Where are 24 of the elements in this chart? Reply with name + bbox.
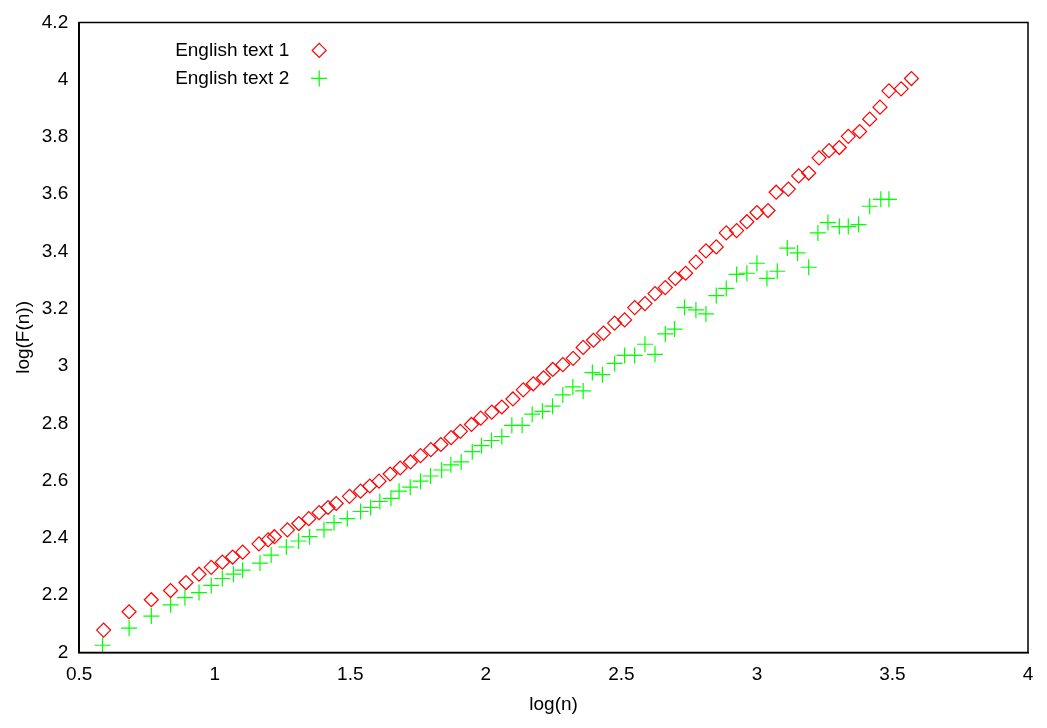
x-tick-label: 2 — [480, 663, 492, 685]
y-tick-label: 2.6 — [41, 468, 69, 490]
x-tick-label: 3 — [751, 663, 763, 685]
x-axis-title: log(n) — [529, 692, 578, 714]
legend-label: English text 2 — [175, 66, 290, 88]
y-tick-label: 2.8 — [41, 411, 69, 433]
y-tick-label: 3.6 — [41, 182, 69, 204]
y-axis-title: log(F(n)) — [11, 300, 33, 374]
x-tick-label: 4 — [1022, 663, 1034, 685]
y-tick-label: 4 — [57, 67, 69, 89]
y-tick-label: 2 — [57, 640, 69, 662]
y-tick-label: 2.4 — [41, 526, 69, 548]
x-tick-label: 1.5 — [337, 663, 364, 685]
y-tick-label: 4.2 — [41, 10, 69, 32]
y-tick-label: 3.8 — [41, 125, 69, 147]
x-tick-label: 1 — [209, 663, 221, 685]
x-tick-label: 0.5 — [66, 663, 93, 685]
x-tick-label: 3.5 — [879, 663, 906, 685]
y-tick-label: 3 — [57, 354, 69, 376]
x-tick-label: 2.5 — [608, 663, 635, 685]
y-tick-label: 3.2 — [41, 297, 69, 318]
legend-label: English text 1 — [175, 38, 290, 60]
y-tick-label: 2.2 — [41, 583, 69, 605]
y-tick-label: 3.4 — [41, 239, 69, 261]
